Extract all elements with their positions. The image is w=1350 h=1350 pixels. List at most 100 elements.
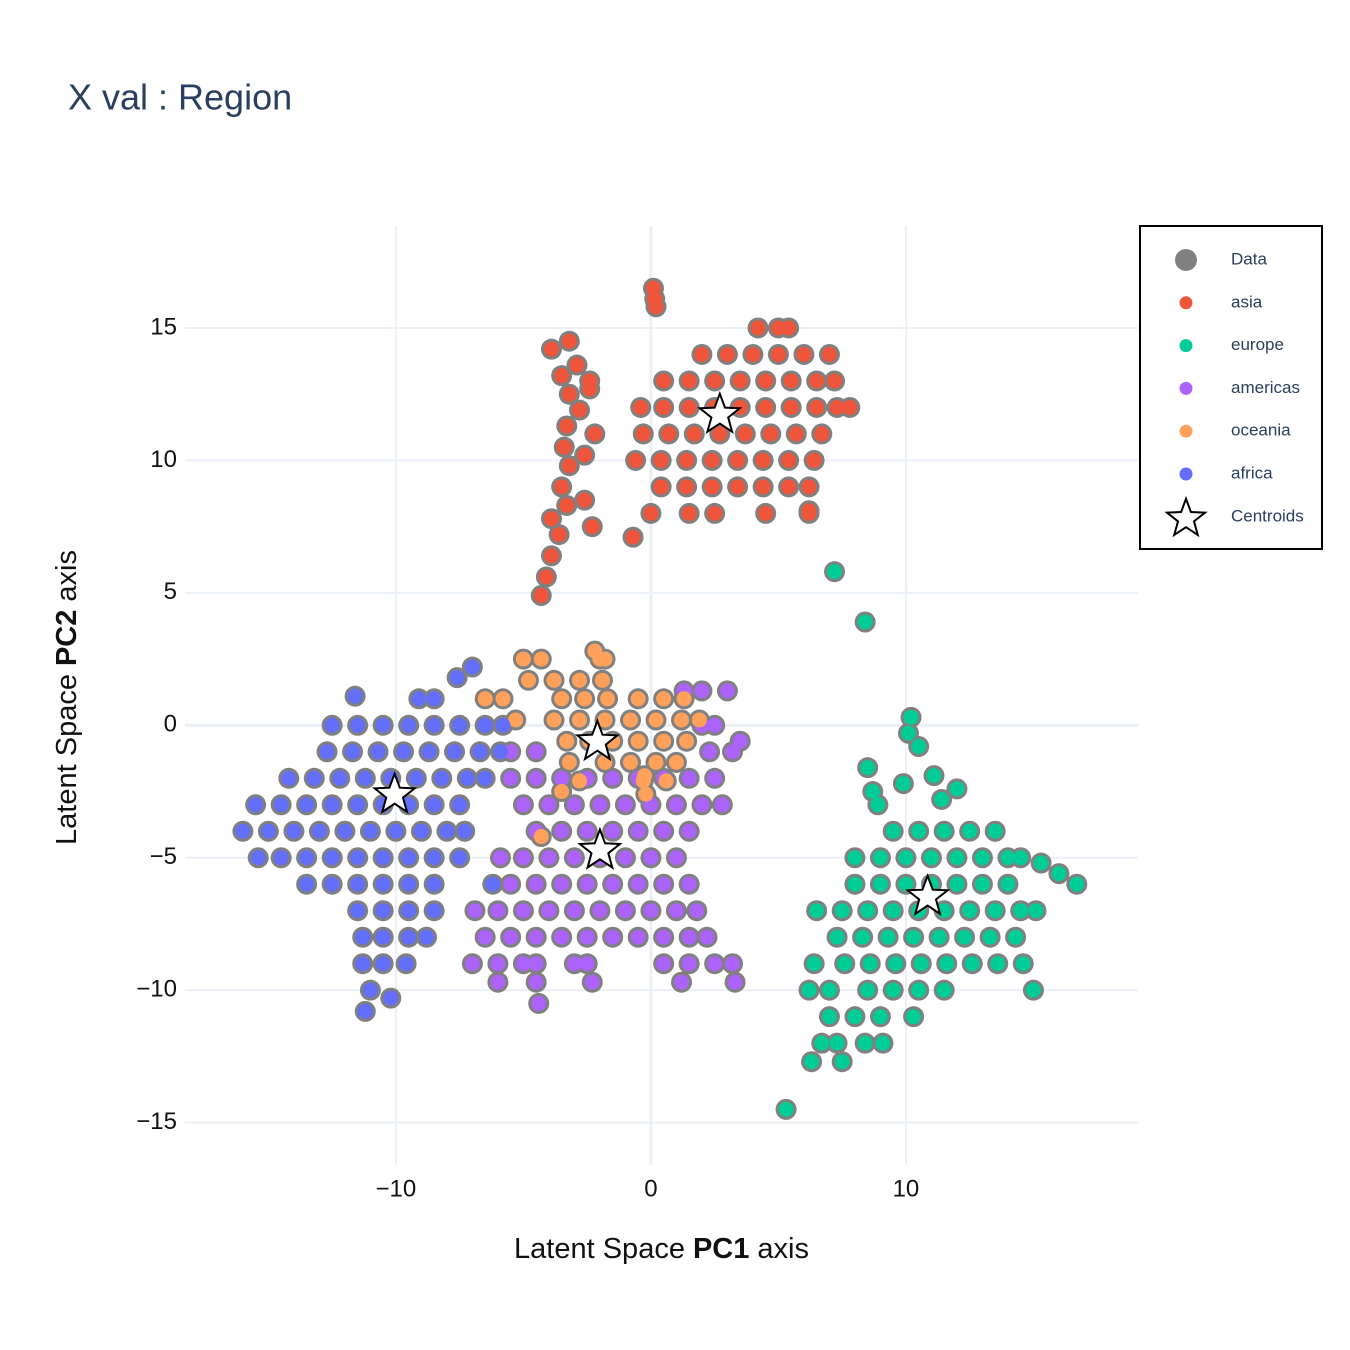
axis-title-part: axis — [757, 1233, 809, 1265]
point — [577, 492, 593, 508]
point — [750, 320, 766, 336]
point — [1015, 956, 1031, 972]
point — [827, 564, 843, 580]
point — [806, 452, 822, 468]
point — [541, 797, 557, 813]
point — [449, 670, 465, 686]
y-tick-label: 15 — [150, 313, 177, 340]
point — [656, 733, 672, 749]
point — [355, 956, 371, 972]
point — [637, 768, 653, 784]
point — [783, 399, 799, 415]
point — [974, 876, 990, 892]
point — [566, 956, 582, 972]
legend-symbol — [1179, 467, 1193, 481]
point — [554, 368, 570, 384]
legend-symbol — [1175, 249, 1197, 271]
point — [584, 974, 600, 990]
legend-label: Centroids — [1231, 506, 1304, 525]
legend-symbol — [1164, 495, 1208, 538]
point — [898, 876, 914, 892]
point — [401, 876, 417, 892]
point — [503, 876, 519, 892]
point — [653, 479, 669, 495]
centroid — [372, 770, 418, 815]
point — [1013, 903, 1029, 919]
point — [694, 797, 710, 813]
point — [490, 903, 506, 919]
point — [357, 1003, 373, 1019]
legend-label: Data — [1231, 249, 1267, 268]
point — [936, 982, 952, 998]
point — [1033, 855, 1049, 871]
point — [982, 929, 998, 945]
point — [584, 519, 600, 535]
point — [605, 929, 621, 945]
point — [674, 974, 690, 990]
point — [561, 333, 577, 349]
point — [594, 672, 610, 688]
point — [758, 373, 774, 389]
point — [515, 797, 531, 813]
point — [559, 733, 575, 749]
point — [375, 929, 391, 945]
point — [885, 903, 901, 919]
point — [375, 876, 391, 892]
point — [962, 903, 978, 919]
point — [477, 691, 493, 707]
point — [426, 903, 442, 919]
point — [668, 797, 684, 813]
point — [521, 672, 537, 688]
point — [860, 982, 876, 998]
point — [538, 569, 554, 585]
point — [477, 717, 493, 733]
point — [801, 503, 817, 519]
axis-title-part: PC2 — [51, 610, 83, 666]
point — [597, 712, 613, 728]
point — [350, 717, 366, 733]
point — [528, 876, 544, 892]
point — [515, 651, 531, 667]
point — [801, 479, 817, 495]
point — [597, 754, 613, 770]
point — [656, 373, 672, 389]
point — [781, 479, 797, 495]
point — [286, 823, 302, 839]
point — [707, 956, 723, 972]
point — [235, 823, 251, 839]
point — [546, 712, 562, 728]
point — [694, 346, 710, 362]
point — [566, 797, 582, 813]
point — [541, 850, 557, 866]
legend-symbol — [1179, 339, 1193, 353]
point — [426, 850, 442, 866]
point — [643, 505, 659, 521]
point — [801, 982, 817, 998]
point — [847, 850, 863, 866]
centroid — [904, 872, 951, 917]
point — [533, 651, 549, 667]
point — [630, 733, 646, 749]
point — [528, 770, 544, 786]
x-axis-title: Latent Space PC1 axis — [514, 1233, 809, 1265]
point — [699, 929, 715, 945]
point — [561, 386, 577, 402]
point — [707, 717, 723, 733]
point — [668, 754, 684, 770]
point — [485, 876, 501, 892]
point — [719, 346, 735, 362]
point — [554, 770, 570, 786]
point — [987, 903, 1003, 919]
point — [1013, 850, 1029, 866]
point — [401, 717, 417, 733]
point — [477, 929, 493, 945]
point — [865, 784, 881, 800]
point — [900, 725, 916, 741]
point — [617, 850, 633, 866]
point — [872, 1009, 888, 1025]
point — [375, 717, 391, 733]
point — [656, 956, 672, 972]
point — [515, 850, 531, 866]
point — [551, 527, 567, 543]
y-tick-label: 0 — [164, 711, 177, 738]
